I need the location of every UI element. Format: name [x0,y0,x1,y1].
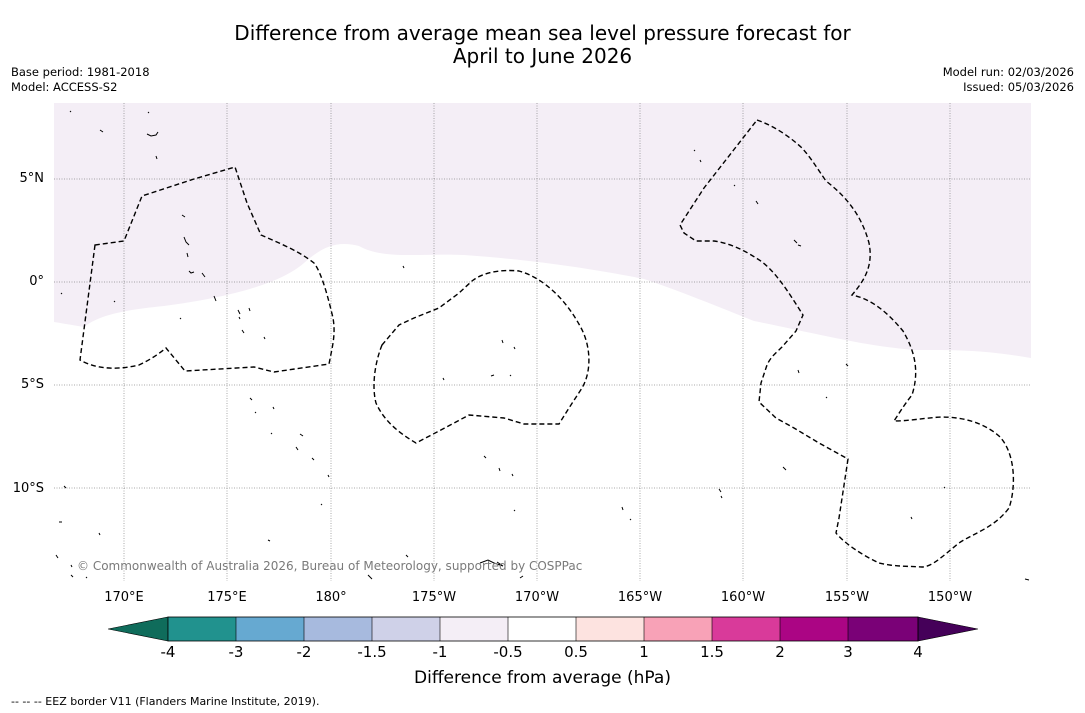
colorbar-label: Difference from average (hPa) [414,668,671,688]
eez-footnote: -- -- -- EEZ border V11 (Flanders Marine… [11,695,320,708]
colorbar-tick-label: -0.5 [493,643,523,661]
islands [55,110,1030,581]
colorbar-bin-4 [372,617,440,641]
colorbar-bin-5 [440,617,508,641]
colorbar-tick-label: 4 [913,643,923,661]
colorbar-bin-3 [304,617,372,641]
lon-tick-165w: 165°W [617,590,663,605]
colorbar-bin-2 [236,617,304,641]
lat-tick-5s: 5°S [20,377,44,392]
colorbar-tick-label: -2 [296,643,312,661]
lon-tick-175w: 175°W [411,590,457,605]
lon-tick-180: 180° [315,590,347,605]
lon-tick-160w: 160°W [720,590,766,605]
colorbar-tick-label: -4 [160,643,176,661]
colorbar-bin-8 [644,617,712,641]
colorbar-extend-low [108,616,169,642]
lon-tick-175e: 175°E [207,590,247,605]
lon-tick-170e: 170°E [104,590,144,605]
colorbar-bin-7 [576,617,644,641]
colorbar-bin-11 [848,617,918,641]
eez-border-tokelau [373,269,590,444]
colorbar-tick-label: 3 [843,643,853,661]
colorbar-bin-9 [712,617,780,641]
lon-tick-170w: 170°W [514,590,560,605]
meta-left: Base period: 1981-2018 Model: ACCESS-S2 [11,65,150,95]
colorbar-tick-label: 2 [775,643,785,661]
issued-date: Issued: 05/03/2026 [963,80,1074,94]
colorbar-tick-label: 0.5 [564,643,588,661]
colorbar-tick-label: 1 [639,643,649,661]
chart-title: Difference from average mean sea level p… [0,22,1085,68]
model-name: Model: ACCESS-S2 [11,80,118,94]
eez-border-kiribati-line [679,119,1015,568]
colorbar-extend-high [917,616,978,642]
base-period: Base period: 1981-2018 [11,65,150,79]
lat-tick-10s: 10°S [12,481,44,496]
eez-border-tuvalu [79,166,335,373]
meta-right: Model run: 02/03/2026 Issued: 05/03/2026 [943,65,1074,95]
lon-tick-155w: 155°W [824,590,870,605]
map-panel [54,103,1031,581]
colorbar-bin-6 [508,617,576,641]
shaded-region [54,103,1031,358]
title-line-2: April to June 2026 [452,44,633,68]
lon-tick-150w: 150°W [927,590,973,605]
title-line-1: Difference from average mean sea level p… [234,21,851,45]
colorbar-tick-label: -1.5 [357,643,387,661]
eez-borders [79,119,1015,568]
colorbar-tick-label: -1 [432,643,448,661]
lat-tick-5n: 5°N [19,171,45,186]
colorbar-tick-label: -3 [228,643,244,661]
colorbar-bin-10 [780,617,848,641]
copyright-notice: © Commonwealth of Australia 2026, Bureau… [77,559,583,573]
colorbar [108,616,978,642]
colorbar-bin-1 [168,617,236,641]
colorbar-tick-label: 1.5 [700,643,724,661]
lat-tick-0: 0° [29,274,44,289]
model-run: Model run: 02/03/2026 [942,65,1074,79]
